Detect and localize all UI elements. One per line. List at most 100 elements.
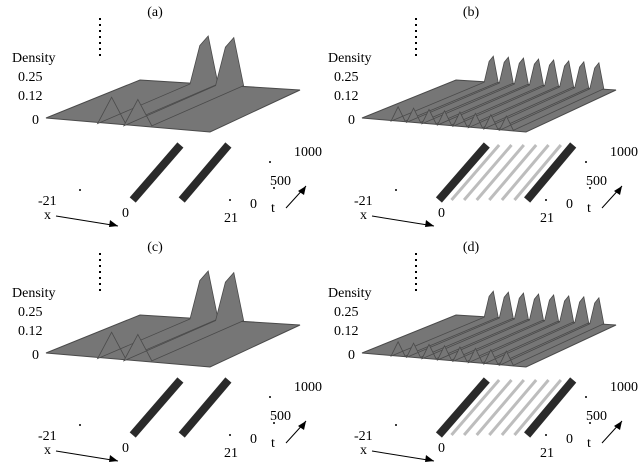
t-axis-arrowhead — [614, 186, 622, 195]
z-tick-label: 0.25 — [334, 305, 359, 320]
density-stripe — [178, 377, 232, 438]
surface-peak — [421, 57, 529, 125]
x-axis-label: x — [44, 208, 51, 223]
density-stripe — [435, 377, 490, 438]
density-map — [118, 380, 262, 435]
tick-dot — [79, 424, 81, 426]
tick-dot — [589, 422, 591, 424]
x-tick-label: -21 — [38, 194, 57, 209]
surface-peak — [436, 293, 544, 361]
surface-peak — [122, 271, 245, 362]
x-axis-arrowhead — [109, 220, 118, 227]
density-stripe — [524, 377, 577, 438]
surface-peak — [390, 55, 499, 122]
surface-peak — [483, 60, 590, 130]
x-axis-arrowhead — [425, 455, 434, 462]
x-tick-label: -21 — [354, 194, 373, 209]
x-axis-label: x — [360, 443, 367, 458]
density-stripe — [513, 144, 563, 201]
x-tick-label: -21 — [354, 429, 373, 444]
t-tick-label: 1000 — [610, 145, 638, 160]
t-axis-arrowhead — [298, 186, 306, 195]
x-axis-label: x — [44, 443, 51, 458]
t-axis-label: t — [271, 436, 275, 451]
t-axis-arrowhead — [298, 421, 306, 430]
x-tick-label: 0 — [438, 206, 445, 221]
x-axis-arrow — [55, 215, 119, 227]
surface-peak — [96, 270, 219, 360]
tick-dot — [273, 187, 275, 189]
density-stripe — [462, 144, 513, 201]
density-stripe — [513, 379, 563, 436]
z-tick-label: 0.25 — [18, 305, 43, 320]
z-tick-label: 0.12 — [334, 89, 359, 104]
density-stripe — [129, 142, 184, 203]
z-axis-label: Density — [328, 51, 372, 66]
t-tick-label: 1000 — [610, 380, 638, 395]
density-stripe — [488, 379, 538, 436]
density-stripe — [475, 379, 525, 436]
z-axis-label: Density — [328, 286, 372, 301]
tick-dot — [545, 434, 547, 436]
density-stripe — [178, 142, 232, 203]
surface-peak — [498, 61, 605, 132]
t-tick-label: 1000 — [294, 145, 322, 160]
density-stripe — [500, 144, 550, 201]
tick-dot — [269, 396, 271, 398]
panel-label: (a) — [147, 5, 163, 20]
tick-dot — [589, 187, 591, 189]
t-tick-label: 0 — [250, 197, 257, 212]
density-stripe — [488, 144, 538, 201]
tick-dot — [395, 424, 397, 426]
density-stripe — [524, 142, 577, 203]
x-axis-arrow — [371, 215, 435, 227]
density-stripe — [475, 144, 525, 201]
z-tick-label: 0 — [348, 348, 355, 363]
density-stripe — [450, 379, 501, 436]
x-tick-label: -21 — [38, 429, 57, 444]
density-stripe — [435, 142, 490, 203]
panel-label: (c) — [147, 240, 163, 255]
tick-dot — [79, 189, 81, 191]
t-axis-arrowhead — [614, 421, 622, 430]
z-tick-label: 0.12 — [18, 324, 43, 339]
tick-dot — [545, 199, 547, 201]
surface-peak — [390, 290, 499, 357]
t-tick-label: 0 — [566, 197, 573, 212]
surface-peak — [467, 294, 575, 364]
tick-dot — [229, 199, 231, 201]
tick-dot — [395, 189, 397, 191]
z-tick-label: 0 — [348, 113, 355, 128]
z-tick-label: 0 — [32, 113, 39, 128]
x-tick-label: 21 — [224, 446, 238, 461]
t-tick-label: 500 — [586, 409, 607, 424]
x-axis-label: x — [360, 208, 367, 223]
surface-peak — [122, 36, 245, 127]
x-tick-label: 0 — [122, 441, 129, 456]
x-axis-arrow — [55, 450, 119, 462]
panel-label: (b) — [463, 5, 480, 20]
t-tick-label: 500 — [270, 409, 291, 424]
x-tick-label: 0 — [122, 206, 129, 221]
tick-dot — [273, 422, 275, 424]
x-tick-label: 0 — [438, 441, 445, 456]
surface-peak — [96, 35, 219, 125]
t-tick-label: 0 — [250, 432, 257, 447]
surface-peak — [467, 59, 575, 129]
z-axis-label: Density — [12, 51, 56, 66]
t-tick-label: 500 — [270, 174, 291, 189]
t-axis-label: t — [271, 201, 275, 216]
surface-peak — [452, 59, 559, 128]
z-axis-label: Density — [12, 286, 56, 301]
x-axis-arrowhead — [425, 220, 434, 227]
x-tick-label: 21 — [540, 446, 554, 461]
density-stripe — [462, 379, 513, 436]
surface-peak — [436, 58, 544, 126]
z-tick-label: 0.12 — [334, 324, 359, 339]
z-tick-label: 0 — [32, 348, 39, 363]
x-tick-label: 21 — [540, 211, 554, 226]
